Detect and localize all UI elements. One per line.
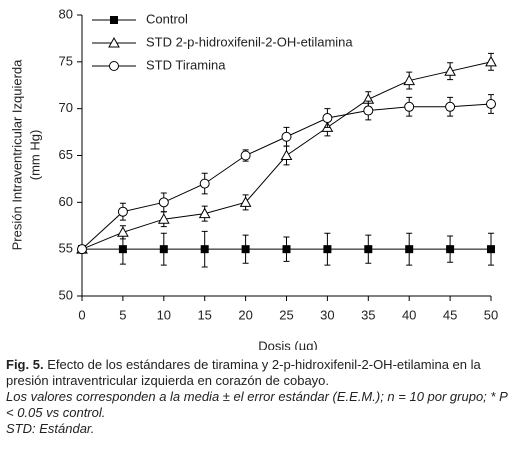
x-tick-label: 30: [320, 307, 334, 322]
marker: [200, 245, 209, 254]
marker: [323, 245, 332, 254]
marker: [363, 105, 374, 116]
marker: [117, 206, 128, 217]
marker: [405, 245, 414, 254]
marker: [445, 101, 456, 112]
legend-marker: [109, 61, 119, 71]
marker: [198, 207, 211, 219]
marker: [404, 101, 415, 112]
marker: [157, 213, 170, 224]
marker: [281, 131, 292, 142]
legend-label: STD 2-p-hidroxifenil-2-OH-etilamina: [146, 34, 353, 49]
caption-note: Los valores corresponden a la media ± el…: [6, 389, 508, 420]
y-tick-label: 75: [59, 53, 73, 68]
marker: [487, 245, 495, 254]
marker: [77, 244, 87, 255]
legend-label: STD Tiramina: [146, 57, 226, 72]
caption-label: Fig. 5.: [6, 357, 44, 372]
y-tick-label: 50: [59, 287, 73, 302]
marker: [364, 245, 373, 254]
marker: [486, 98, 496, 109]
series-line: [81, 103, 492, 250]
legend-label: Control: [146, 11, 188, 26]
marker: [282, 245, 291, 254]
y-tick-label: 55: [59, 241, 73, 256]
marker: [159, 245, 168, 254]
y-axis-label: Presión Intraventricular Izquierda: [9, 59, 24, 251]
x-tick-label: 45: [443, 307, 457, 322]
marker: [199, 178, 210, 189]
marker: [280, 149, 293, 160]
marker: [446, 245, 455, 254]
caption-text: Efecto de los estándares de tiramina y 2…: [6, 357, 481, 388]
caption-std: STD: Estándar.: [6, 421, 95, 436]
legend-marker: [110, 16, 118, 24]
marker: [485, 55, 497, 67]
y-tick-label: 70: [59, 100, 73, 115]
marker: [239, 196, 252, 207]
legend-marker: [108, 36, 120, 48]
x-tick-label: 40: [402, 307, 416, 322]
x-tick-label: 15: [197, 307, 211, 322]
chart: Dosis (µg) Presión Intraventricular Izqu…: [9, 6, 498, 350]
y-axis-label: (mm Hg): [27, 130, 42, 181]
x-tick-label: 10: [157, 307, 171, 322]
x-tick-label: 50: [484, 307, 498, 322]
marker: [118, 245, 127, 254]
marker: [241, 245, 250, 254]
marker: [322, 113, 333, 124]
marker: [403, 74, 416, 86]
x-tick-label: 25: [279, 307, 293, 322]
marker: [240, 150, 251, 161]
y-tick-label: 60: [59, 194, 73, 209]
marker: [117, 226, 129, 237]
x-tick-label: 5: [119, 307, 126, 322]
marker: [444, 65, 456, 76]
x-tick-label: 35: [361, 307, 375, 322]
y-tick-label: 80: [59, 6, 73, 21]
x-tick-label: 20: [238, 307, 252, 322]
x-tick-label: 0: [78, 307, 85, 322]
x-axis-label: Dosis (µg): [258, 338, 318, 350]
marker: [158, 197, 169, 208]
y-tick-label: 65: [59, 147, 73, 162]
caption: Fig. 5. Efecto de los estándares de tira…: [6, 357, 511, 437]
